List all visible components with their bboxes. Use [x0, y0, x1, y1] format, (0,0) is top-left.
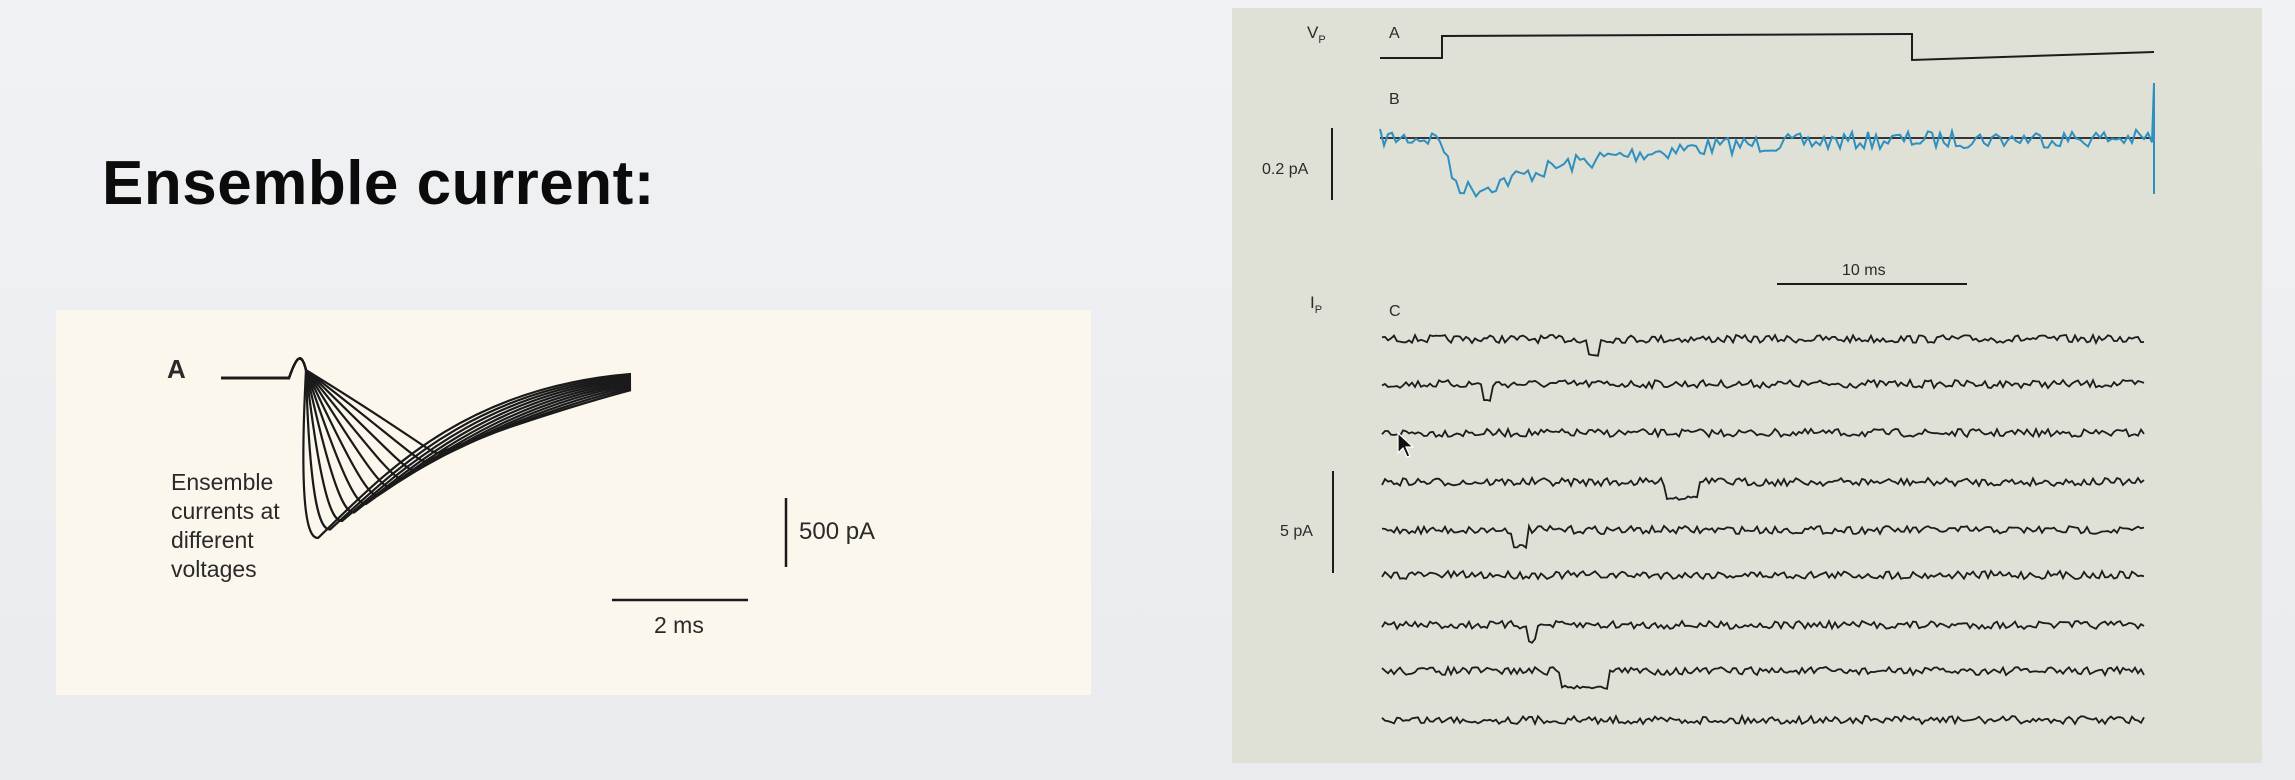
single-channel-sweep: [1381, 569, 2145, 581]
ip-label: IP: [1310, 293, 1322, 316]
ensemble-trace: [221, 357, 632, 514]
caption-line-3: different: [171, 527, 254, 553]
caption-line-1: Ensemble: [171, 469, 273, 495]
ip-label-main: I: [1310, 293, 1315, 312]
single-channel-sweep: [1381, 522, 2145, 550]
single-channel-sweep: [1381, 426, 2145, 439]
caption-line-2: currents at: [171, 498, 280, 524]
caption-line-4: voltages: [171, 556, 257, 582]
c-current-scale-label: 5 pA: [1280, 523, 1313, 540]
vp-label-sub: P: [1318, 34, 1325, 46]
single-channel-sweep: [1381, 332, 2145, 357]
ensemble-current-plot: A Ensemble currents at different voltage…: [167, 354, 875, 638]
ip-label-sub: P: [1315, 304, 1322, 316]
vp-label-main: V: [1307, 23, 1319, 42]
single-channel-sweep: [1381, 618, 2145, 644]
single-channel-figure: VP A B C IP 0.2 pA 10 ms 5 pA: [1232, 8, 2262, 763]
single-channel-sweeps: [1381, 332, 2145, 726]
time-scale-label: 2 ms: [654, 612, 704, 638]
single-channel-sweep: [1381, 377, 2145, 402]
vp-label: VP: [1307, 23, 1326, 46]
single-channel-plot: VP A B C IP 0.2 pA 10 ms 5 pA: [1262, 23, 2155, 726]
averaged-current-trace: [1379, 82, 2155, 199]
single-channel-sweep: [1381, 713, 2145, 726]
slide-title: Ensemble current:: [102, 149, 655, 218]
voltage-step-trace: [1380, 32, 2155, 62]
panel-label-a-right: A: [1389, 25, 1400, 42]
ensemble-trace: [221, 357, 632, 463]
panel-label-b: B: [1389, 91, 1400, 108]
ensemble-trace: [221, 357, 632, 506]
b-current-scale-label: 0.2 pA: [1262, 161, 1309, 178]
ensemble-traces: [221, 357, 632, 540]
ensemble-trace: [221, 357, 632, 455]
panel-label-c: C: [1389, 303, 1401, 320]
b-time-scale-label: 10 ms: [1842, 262, 1886, 279]
single-channel-sweep: [1381, 475, 2145, 501]
ensemble-current-figure: A Ensemble currents at different voltage…: [56, 310, 1091, 695]
single-channel-sweep: [1381, 664, 2145, 690]
panel-label-a: A: [167, 354, 186, 384]
current-scale-label: 500 pA: [799, 518, 875, 545]
